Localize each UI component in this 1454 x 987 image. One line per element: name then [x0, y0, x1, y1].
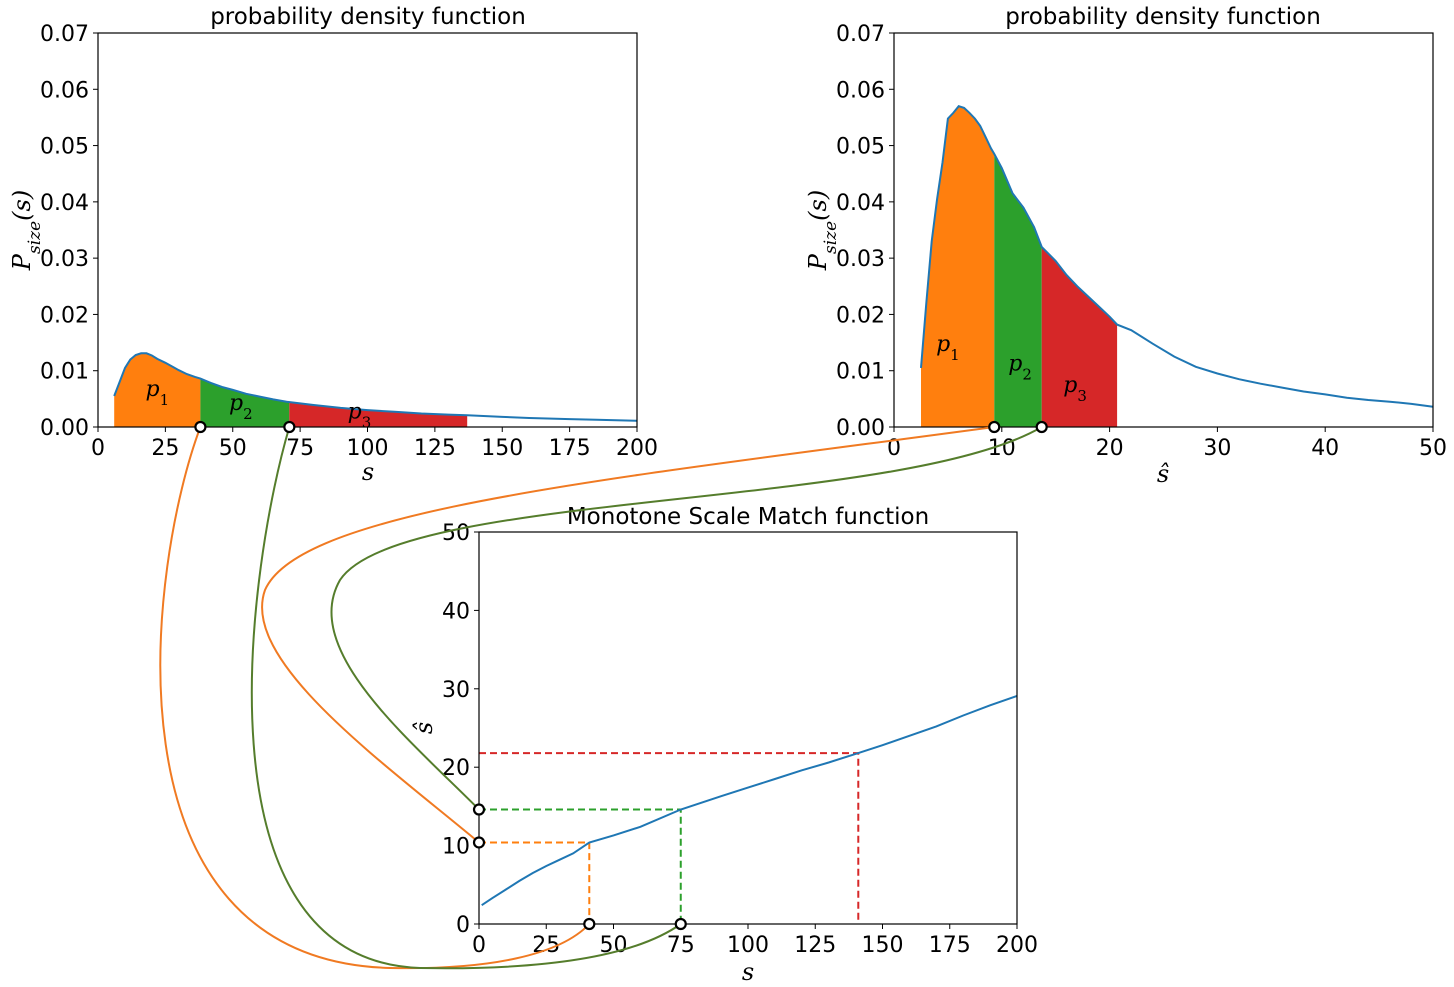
- marker-point: [283, 420, 296, 434]
- y-tick-label: 0.00: [836, 416, 885, 441]
- x-tick-label: 200: [996, 933, 1038, 958]
- mapping-title: Monotone Scale Match function: [567, 504, 929, 530]
- band-p3: [1041, 246, 1118, 427]
- target-pdf-panel: probability density function 0 10 20 30 40 50…: [804, 4, 1447, 488]
- source-pdf-ylabel: Psize(s): [8, 190, 45, 271]
- x-tick-label: 0: [472, 933, 486, 958]
- band-p1: [114, 353, 201, 427]
- x-tick-label: 100: [727, 933, 769, 958]
- source-pdf-panel: probability density function 0 25 50 75 100 1…: [8, 4, 658, 486]
- x-tick-label: 150: [481, 436, 523, 461]
- pdf-curve: [113, 352, 638, 422]
- y-tick-label: 0.07: [40, 22, 89, 47]
- y-tick-label: 0.01: [40, 360, 89, 385]
- band-p2: [994, 154, 1042, 427]
- marker-point: [472, 803, 486, 816]
- x-tick-label: 0: [91, 436, 105, 461]
- axes-frame: [478, 531, 1018, 925]
- band-label-p3: p3: [1063, 373, 1087, 405]
- link-target-p1: [261, 426, 995, 844]
- band-label-p2: p2: [1008, 352, 1032, 384]
- marker-point: [988, 420, 1001, 434]
- target-pdf-xlabel: ŝ: [1157, 460, 1169, 488]
- y-tick-label: 50: [442, 521, 470, 546]
- x-tick-label: 20: [1096, 436, 1124, 461]
- mapping-xlabel: s: [742, 958, 754, 986]
- x-tick-label: 150: [862, 933, 904, 958]
- y-tick-label: 10: [442, 835, 470, 860]
- guide-line-p3: [479, 752, 860, 924]
- x-tick-label: 175: [929, 933, 971, 958]
- x-tick-label: 40: [1311, 436, 1339, 461]
- y-tick-label: 40: [442, 599, 470, 624]
- source-pdf-title: probability density function: [210, 4, 526, 30]
- y-tick-label: 0.06: [836, 78, 885, 103]
- y-tick-label: 0: [456, 913, 470, 938]
- y-tick-label: 0.03: [40, 247, 89, 272]
- x-tick-label: 0: [887, 436, 901, 461]
- mapping-ylabel: ŝ: [410, 722, 438, 734]
- guide-line-p1: [479, 841, 591, 924]
- x-tick-label: 25: [151, 436, 179, 461]
- y-tick-label: 0.02: [836, 303, 885, 328]
- x-tick-label: 50: [1419, 436, 1447, 461]
- marker-point: [583, 917, 596, 931]
- marker-point: [194, 420, 207, 434]
- pdf-curve: [920, 105, 1434, 408]
- band-label-p1: p1: [936, 332, 960, 364]
- axes-frame: [893, 32, 1434, 428]
- marker-point: [472, 836, 486, 849]
- link-target-p2: [330, 426, 1043, 811]
- y-tick-label: 0.05: [40, 135, 89, 160]
- y-tick-label: 0.04: [836, 191, 885, 216]
- band-label-p2: p2: [229, 391, 253, 423]
- x-tick-label: 125: [414, 436, 456, 461]
- axes-frame: [97, 32, 638, 428]
- link-source-p1: [159, 426, 591, 970]
- target-pdf-title: probability density function: [1005, 4, 1321, 30]
- marker-point: [1035, 420, 1048, 434]
- x-tick-label: 50: [219, 436, 247, 461]
- x-tick-label: 200: [616, 436, 658, 461]
- x-tick-label: 30: [1203, 436, 1231, 461]
- x-tick-label: 75: [667, 933, 695, 958]
- mapping-panel: Monotone Scale Match function 0 25 50 75 100…: [410, 504, 1038, 986]
- band-p1: [921, 106, 995, 427]
- source-pdf-xlabel: s: [362, 458, 374, 486]
- band-label-p1: p1: [145, 377, 169, 409]
- y-tick-label: 0.06: [40, 78, 89, 103]
- y-tick-label: 0.01: [836, 360, 885, 385]
- x-tick-label: 175: [549, 436, 591, 461]
- guide-line-p2: [479, 808, 682, 924]
- y-tick-label: 0.07: [836, 22, 885, 47]
- y-tick-label: 0.02: [40, 303, 89, 328]
- y-tick-label: 0.00: [40, 416, 89, 441]
- y-tick-label: 30: [442, 678, 470, 703]
- x-tick-label: 125: [794, 933, 836, 958]
- x-tick-label: 100: [347, 436, 389, 461]
- link-source-p2: [250, 426, 682, 970]
- band-p2: [200, 378, 290, 427]
- y-tick-label: 0.04: [40, 191, 89, 216]
- band-p3: [289, 402, 468, 427]
- marker-point: [674, 917, 687, 931]
- target-pdf-ylabel: Psize(s): [804, 190, 841, 271]
- x-tick-label: 75: [286, 436, 314, 461]
- band-label-p3: p3: [348, 400, 372, 432]
- mapping-curve: [481, 694, 1018, 907]
- y-tick-label: 0.03: [836, 247, 885, 272]
- y-tick-label: 0.05: [836, 135, 885, 160]
